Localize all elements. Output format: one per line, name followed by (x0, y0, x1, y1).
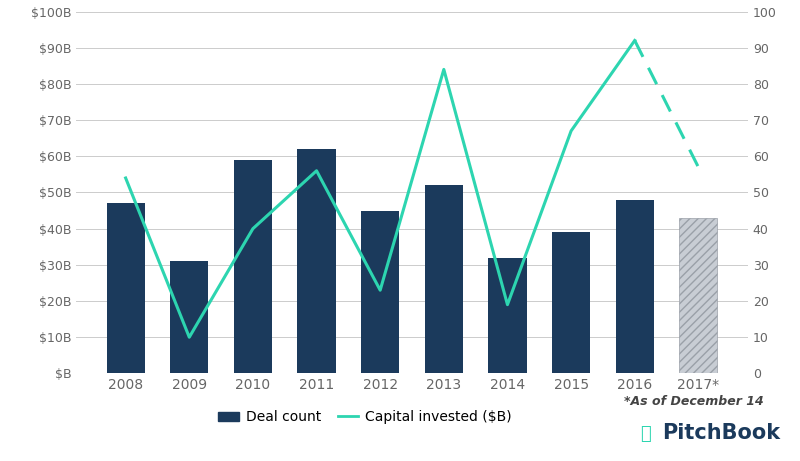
Bar (234, 160, 272, 373)
Bar (425, 185, 463, 373)
Bar (679, 218, 718, 373)
Bar (616, 200, 654, 373)
Bar (361, 211, 399, 373)
Bar (106, 203, 145, 373)
Text: *As of December 14: *As of December 14 (624, 395, 764, 408)
Text: ␹: ␹ (640, 425, 650, 443)
Bar (552, 232, 590, 373)
Legend: Deal count, Capital invested ($B): Deal count, Capital invested ($B) (212, 405, 518, 430)
Text: PitchBook: PitchBook (662, 423, 781, 443)
Bar (170, 261, 208, 373)
Bar (488, 258, 526, 373)
Bar (298, 149, 336, 373)
